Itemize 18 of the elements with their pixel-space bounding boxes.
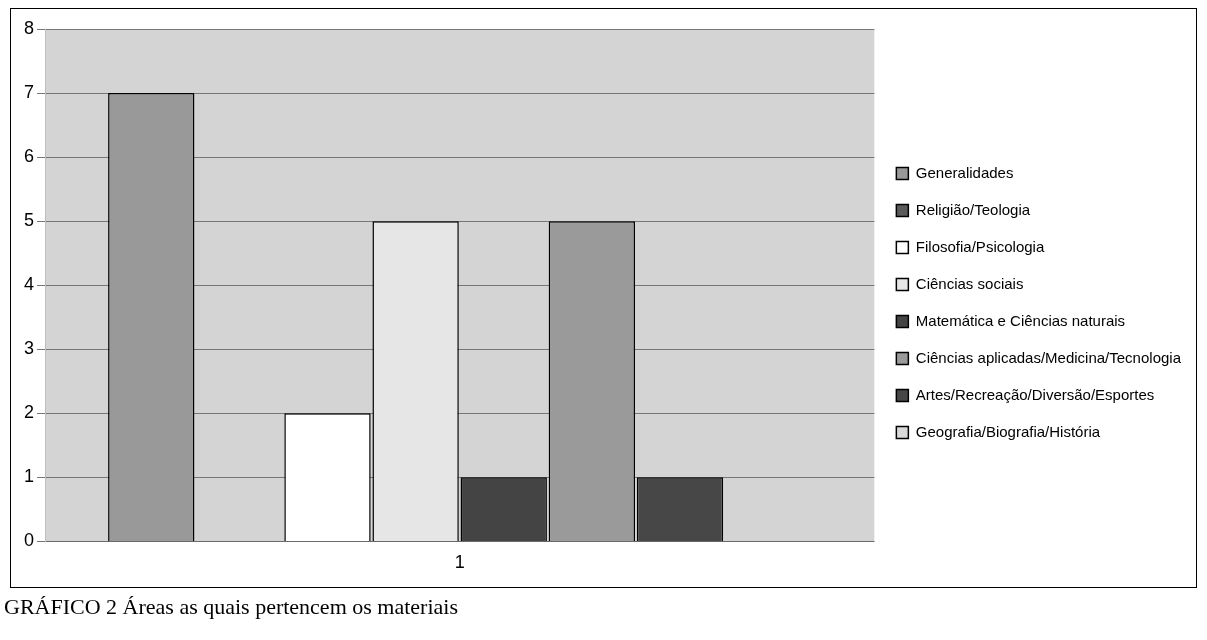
y-tick-label: 3 [24, 338, 35, 359]
legend-label: Generalidades [915, 163, 1014, 181]
y-tick-label: 0 [24, 530, 35, 551]
y-tick-label: 7 [24, 82, 35, 103]
y-tick-label: 5 [24, 210, 35, 231]
y-tick-label: 8 [24, 17, 35, 38]
legend-label: Ciências sociais [915, 274, 1024, 292]
legend-label: Filosofia/Psicologia [915, 237, 1045, 255]
y-tick-label: 1 [24, 466, 35, 487]
legend-label: Artes/Recreação/Diversão/Esportes [915, 385, 1155, 403]
legend-label: Religião/Teologia [915, 200, 1031, 218]
y-tick-label: 4 [24, 274, 35, 295]
legend-label: Ciências aplicadas/Medicina/Tecnologia [915, 348, 1182, 366]
y-tick-label: 6 [24, 146, 35, 167]
y-tick-label: 2 [24, 402, 35, 423]
legend-label: Geografia/Biografia/História [915, 422, 1101, 440]
text: GRÁFICO 2 Áreas as quais pertencem os materiais [4, 594, 458, 620]
legend-label: Matemática e Ciências naturais [915, 311, 1126, 329]
